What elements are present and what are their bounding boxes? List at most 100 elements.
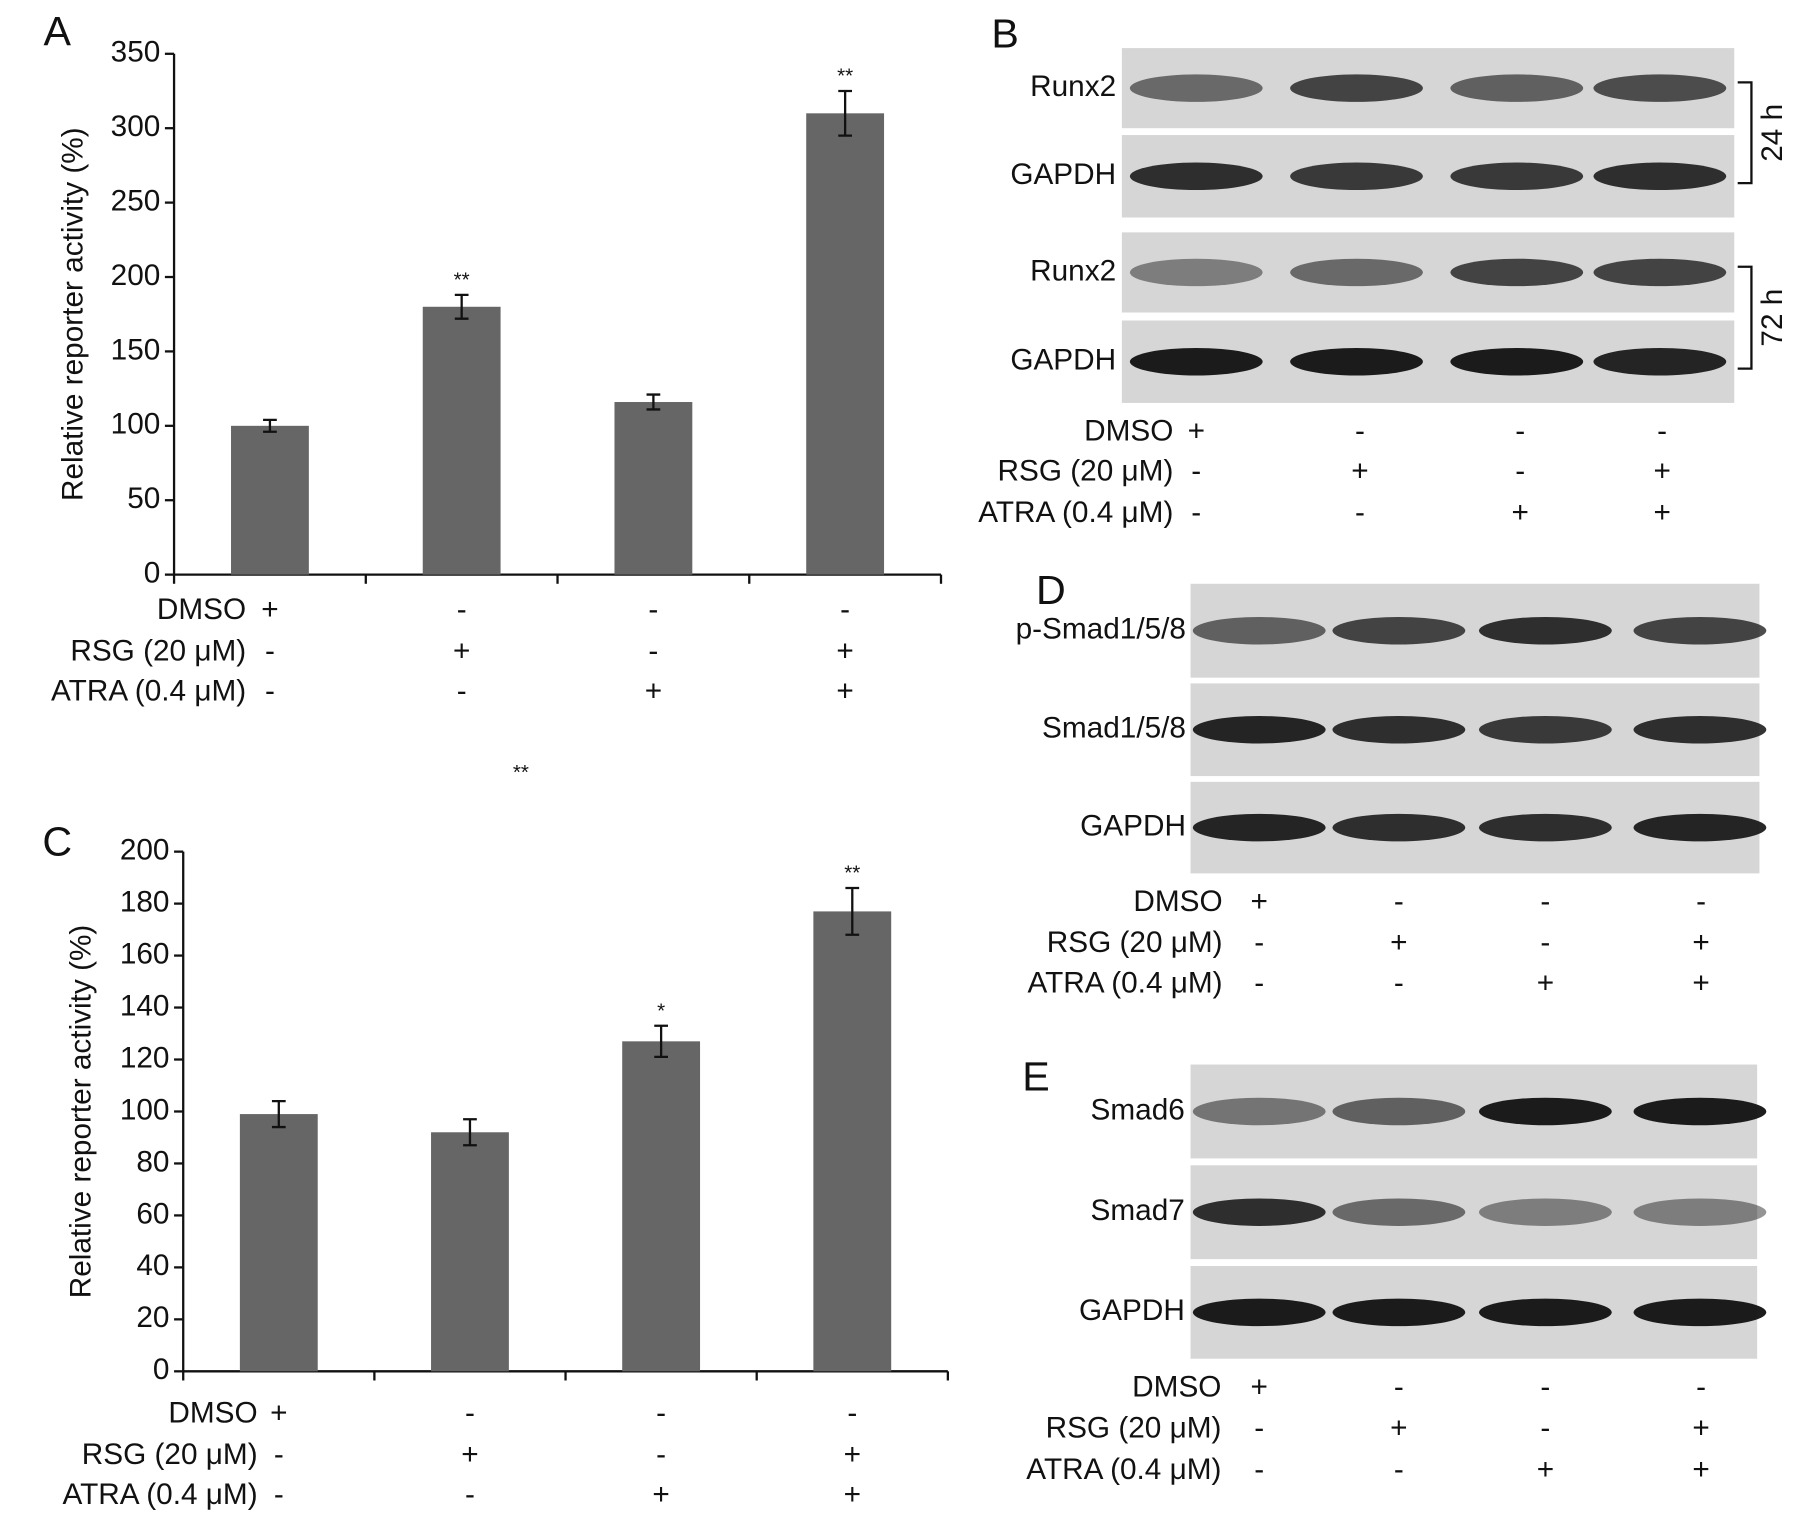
treatment-sign: - (1254, 966, 1264, 999)
treatment-sign: - (265, 674, 275, 707)
blot-row-label: GAPDH (1080, 809, 1186, 842)
treatment-sign: + (1692, 926, 1709, 959)
treatment-sign: + (1653, 496, 1670, 529)
panel-label: C (42, 819, 72, 865)
treatment-label: DMSO (157, 593, 246, 626)
treatment-label: RSG (20 μM) (1046, 1412, 1222, 1445)
bar (614, 402, 693, 575)
blot-band (1332, 715, 1466, 744)
treatment-sign: - (1696, 885, 1706, 918)
treatment-sign: - (274, 1478, 284, 1511)
treatment-sign: - (1254, 1453, 1264, 1486)
treatment-sign: + (1251, 1370, 1268, 1403)
treatment-sign: + (1653, 455, 1670, 488)
treatment-sign: - (1394, 1370, 1404, 1403)
bar (422, 306, 501, 575)
treatment-sign: - (1191, 496, 1201, 529)
treatment-label: DMSO (1132, 1370, 1221, 1403)
treatment-label: ATRA (0.4 μM) (51, 674, 246, 707)
y-tick-label: 100 (111, 408, 161, 441)
blot-band (1633, 1198, 1767, 1226)
blot-band (1290, 74, 1423, 102)
treatment-label: DMSO (1133, 885, 1222, 918)
treatment-sign: - (465, 1478, 475, 1511)
blot-band (1129, 347, 1263, 376)
blot-row-label: Smad6 (1091, 1093, 1185, 1126)
treatment-sign: + (645, 674, 662, 707)
blot-band (1192, 813, 1326, 842)
y-tick-label: 0 (153, 1353, 170, 1386)
error-bar (845, 886, 860, 936)
blot-band (1129, 258, 1263, 287)
treatment-sign: - (1254, 926, 1264, 959)
treatment-sign: + (1692, 966, 1709, 999)
significance: * (657, 999, 665, 1022)
blot-band (1633, 616, 1767, 645)
blot-band (1290, 347, 1423, 376)
blot-band (1290, 162, 1423, 191)
y-tick-label: 60 (136, 1197, 169, 1230)
treatment-label: RSG (20 μM) (998, 455, 1174, 488)
treatment-sign: - (274, 1438, 284, 1471)
blot-band (1593, 347, 1727, 376)
blot-band (1192, 1097, 1326, 1126)
bracket (1737, 81, 1753, 185)
error-bar (646, 393, 661, 411)
panel-label: A (44, 8, 72, 54)
treatment-sign: + (836, 674, 853, 707)
blot-band (1633, 1097, 1767, 1126)
y-tick-label: 140 (120, 989, 170, 1022)
y-tick-label: 120 (120, 1041, 170, 1074)
treatment-sign: - (648, 593, 658, 626)
blot-band (1478, 1198, 1612, 1226)
blot-band (1450, 162, 1584, 191)
error-bar (263, 418, 277, 433)
y-tick-label: 80 (136, 1145, 169, 1178)
blot-row-label: Runx2 (1030, 70, 1116, 103)
significance: ** (837, 65, 853, 88)
blot-row-label: Smad1/5/8 (1042, 712, 1186, 745)
bar (622, 1041, 701, 1372)
treatment-sign: + (836, 634, 853, 667)
treatment-sign: + (270, 1397, 287, 1430)
treatment-sign: - (1540, 926, 1550, 959)
treatment-sign: - (1394, 1453, 1404, 1486)
treatment-label: ATRA (0.4 μM) (1026, 1453, 1221, 1486)
error-bar (654, 1024, 668, 1059)
blot-row-label: GAPDH (1010, 344, 1116, 377)
y-tick-label: 40 (136, 1249, 169, 1282)
error-bar (271, 1099, 286, 1129)
bracket (1737, 265, 1753, 370)
blot-band (1478, 616, 1612, 645)
treatment-sign: - (840, 593, 850, 626)
blot-row-label: GAPDH (1079, 1294, 1185, 1327)
treatment-sign: - (847, 1397, 857, 1430)
treatment-sign: - (656, 1438, 666, 1471)
blot-row-label: p-Smad1/5/8 (1016, 613, 1186, 646)
treatment-sign: - (1540, 1412, 1550, 1445)
error-bar (454, 293, 469, 320)
panel-label: E (1022, 1053, 1049, 1099)
blot-band (1450, 347, 1584, 376)
treatment-sign: - (1657, 415, 1667, 448)
blot-band (1450, 258, 1584, 287)
blot-band (1332, 1198, 1466, 1226)
treatment-sign: + (1351, 455, 1368, 488)
blot-band (1129, 74, 1263, 102)
treatment-sign: + (453, 634, 470, 667)
blot-row-label: GAPDH (1010, 158, 1116, 191)
treatment-sign: + (1390, 926, 1407, 959)
y-tick-label: 300 (111, 110, 161, 143)
bar (231, 425, 309, 575)
y-tick-label: 180 (120, 885, 170, 918)
blot-band (1192, 715, 1326, 744)
error-bar (463, 1118, 477, 1147)
treatment-sign: - (1540, 885, 1550, 918)
blot-band (1633, 715, 1767, 744)
blot-row-label: Smad7 (1091, 1194, 1185, 1227)
treatment-label: DMSO (168, 1397, 257, 1430)
treatment-sign: + (1692, 1412, 1709, 1445)
treatment-label: RSG (20 μM) (82, 1438, 258, 1471)
treatment-label: RSG (20 μM) (1047, 926, 1223, 959)
